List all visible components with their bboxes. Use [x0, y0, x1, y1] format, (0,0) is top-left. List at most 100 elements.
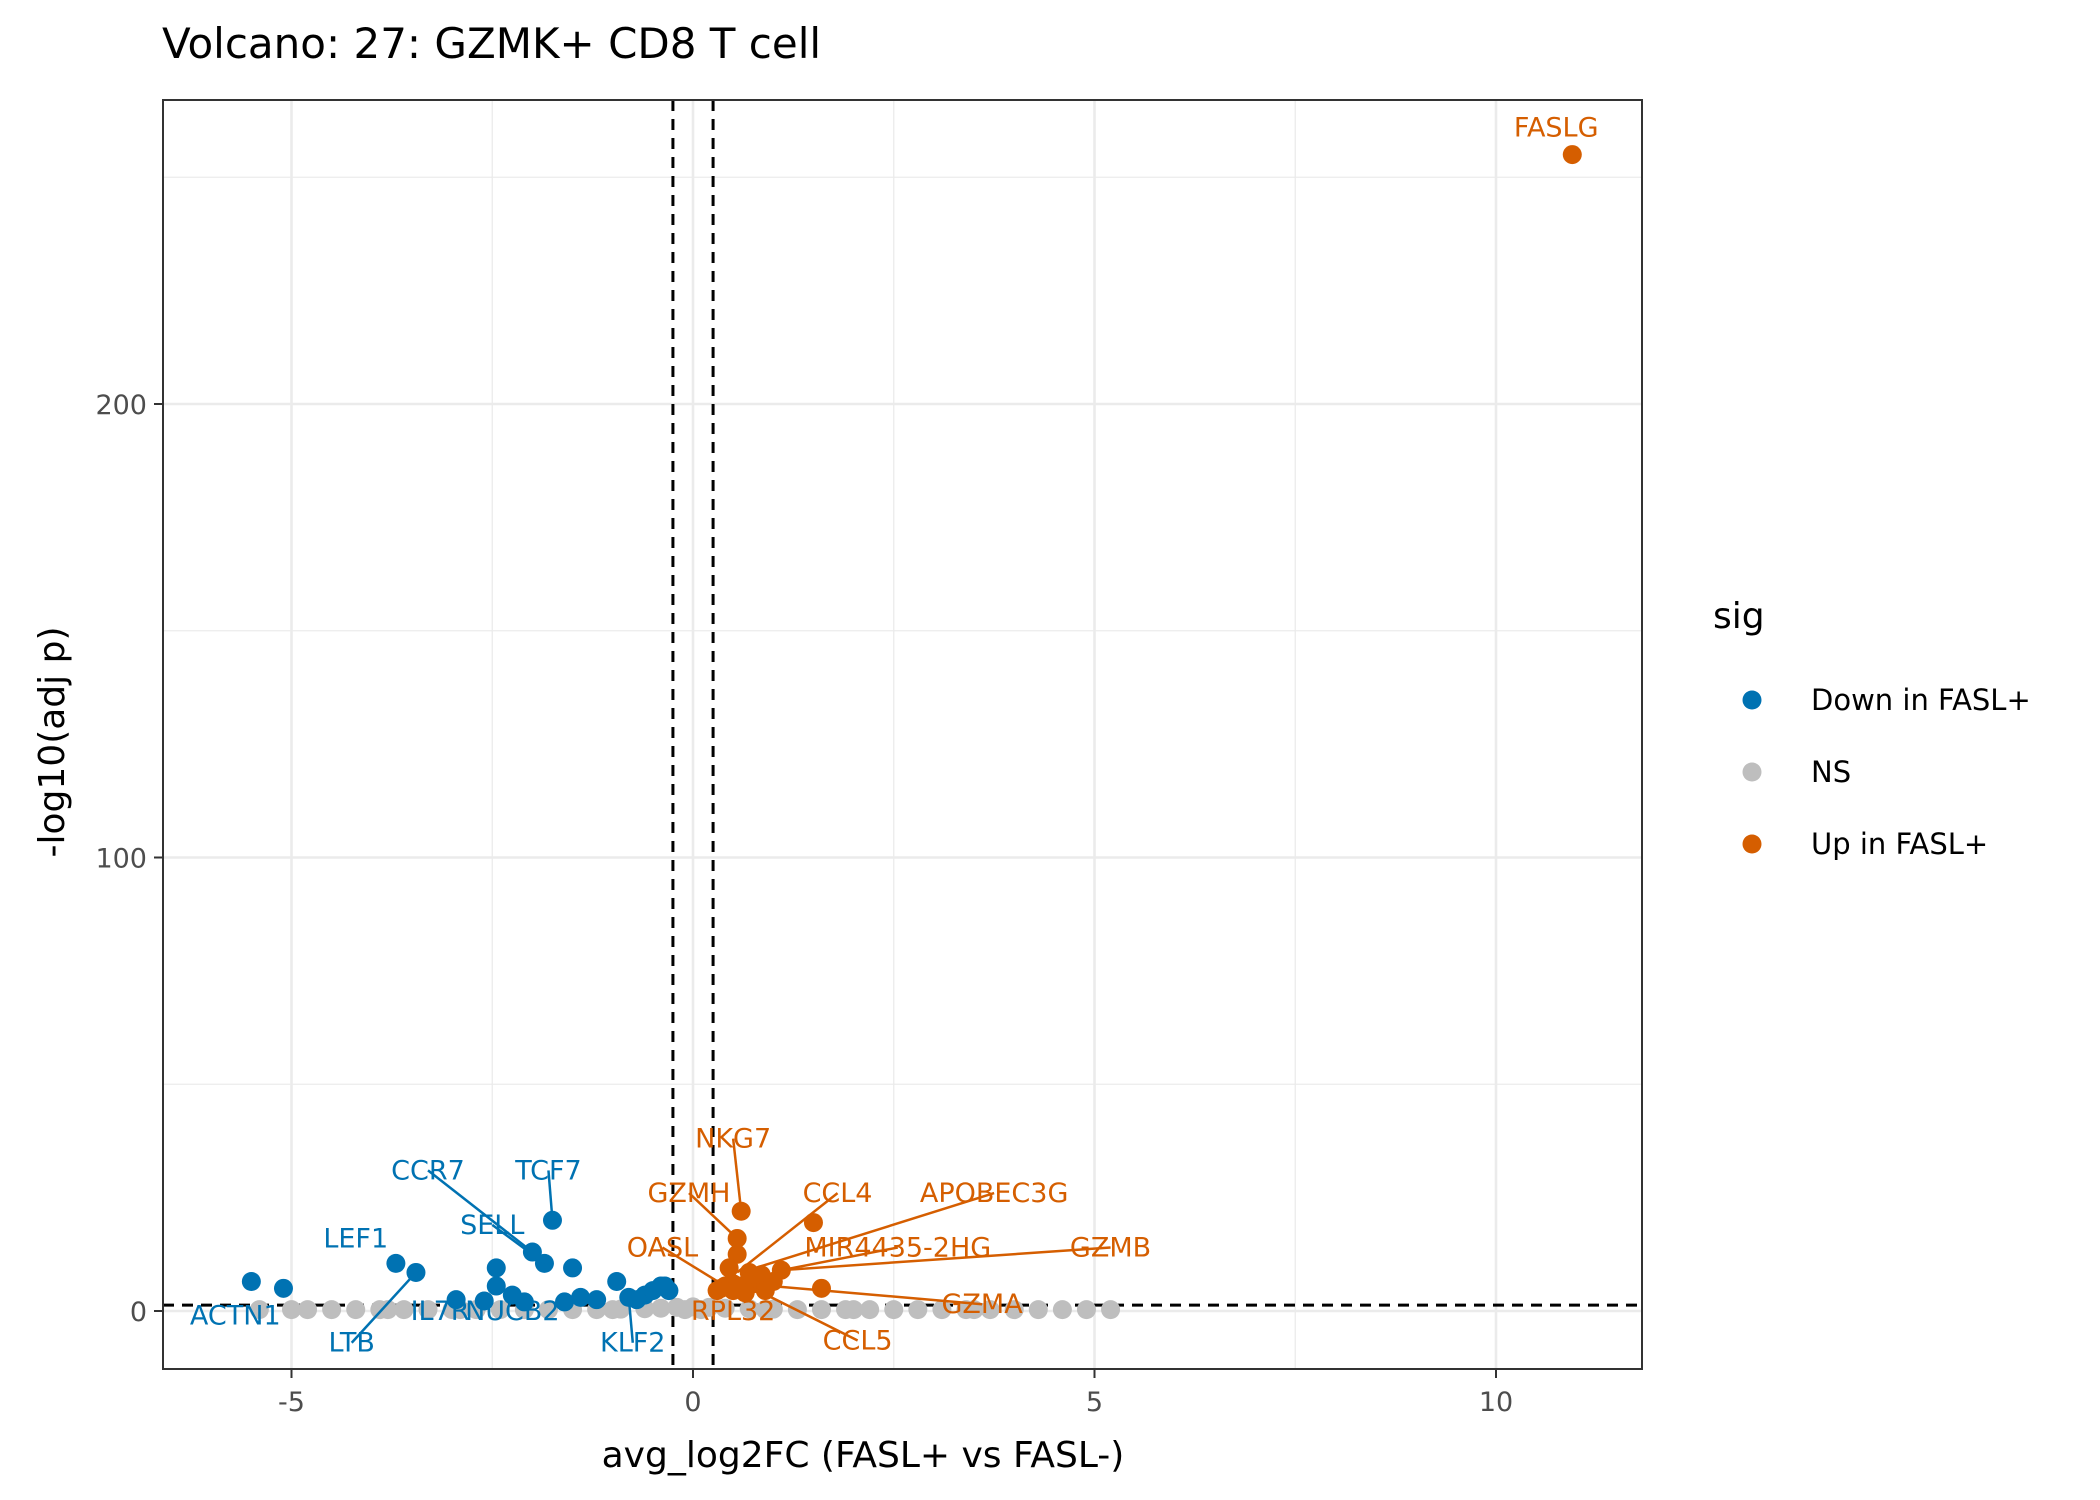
- x-tick-label: 0: [684, 1387, 701, 1418]
- gene-label: CCL4: [803, 1178, 873, 1209]
- gene-label: ACTN1: [190, 1301, 281, 1332]
- down-point: [474, 1291, 494, 1311]
- gene-label: NUCB2: [465, 1296, 560, 1327]
- legend-key-ns: [1742, 762, 1762, 782]
- gene-label: KLF2: [600, 1328, 665, 1359]
- ns-point: [1004, 1300, 1024, 1320]
- grid-lines: [163, 100, 1642, 1369]
- legend: sig Down in FASL+ NS Up in FASL+: [1713, 596, 2031, 861]
- gene-label: GZMH: [647, 1178, 730, 1209]
- gene-label: OASL: [627, 1233, 698, 1264]
- ns-point: [860, 1300, 880, 1320]
- x-axis: -5 0 5 10: [278, 1369, 1513, 1418]
- ns-point: [298, 1300, 318, 1320]
- ns-point: [346, 1300, 366, 1320]
- gene-label: FASLG: [1514, 112, 1599, 143]
- ns-point: [811, 1300, 831, 1320]
- leader-line: [781, 1246, 899, 1272]
- ns-point: [908, 1300, 928, 1320]
- ns-point: [603, 1300, 623, 1320]
- ns-point: [1076, 1300, 1096, 1320]
- gene-label: TCF7: [514, 1155, 581, 1186]
- ns-point: [1052, 1300, 1072, 1320]
- ns-point: [322, 1300, 342, 1320]
- ns-point: [418, 1300, 438, 1320]
- legend-label-ns: NS: [1811, 755, 1851, 789]
- gene-label: LEF1: [323, 1223, 388, 1254]
- gene-label: GZMA: [941, 1289, 1023, 1320]
- ns-point: [844, 1300, 864, 1320]
- leader-line: [547, 1170, 554, 1221]
- down-point: [386, 1253, 406, 1273]
- down-point: [607, 1272, 627, 1292]
- panel-frame: [162, 99, 1643, 1370]
- legend-label-down: Down in FASL+: [1811, 683, 2031, 717]
- leader-line: [427, 1169, 534, 1254]
- y-axis-title: -log10(adj p): [32, 627, 73, 858]
- gene-labels: FASLG NKG7 GZMH CCL4 APOBEC3G OASL MIR4435-2HG…: [190, 112, 1599, 1358]
- gene-label: LTB: [329, 1328, 375, 1359]
- down-point: [659, 1281, 679, 1301]
- legend-title: sig: [1713, 596, 1765, 637]
- label-leader-lines: [350, 1138, 1111, 1344]
- down-point: [555, 1292, 575, 1312]
- gene-label: RPL32: [691, 1296, 775, 1327]
- gene-label: SELL: [460, 1210, 524, 1241]
- gene-label: CCR7: [391, 1155, 465, 1186]
- plot-background: [163, 100, 1642, 1369]
- down-point: [486, 1258, 506, 1278]
- x-tick-label: 10: [1479, 1387, 1513, 1418]
- x-axis-title: avg_log2FC (FASL+ vs FASL-): [602, 1435, 1125, 1476]
- x-tick-label: 5: [1086, 1387, 1103, 1418]
- up-point: [811, 1278, 831, 1298]
- legend-key-down: [1742, 690, 1762, 710]
- legend-label-up: Up in FASL+: [1811, 827, 1988, 861]
- down-point: [514, 1292, 534, 1312]
- ns-point: [980, 1300, 1000, 1320]
- data-points: [241, 145, 1582, 1320]
- leader-line: [731, 1138, 743, 1212]
- panel-border: [162, 99, 1643, 1370]
- up-point: [707, 1281, 727, 1301]
- ns-point: [378, 1300, 398, 1320]
- chart-title: Volcano: 27: GZMK+ CD8 T cell: [162, 19, 821, 68]
- ns-point: [739, 1299, 759, 1319]
- leader-line: [740, 1191, 995, 1274]
- ns-point: [675, 1300, 695, 1320]
- ns-point: [932, 1300, 952, 1320]
- ns-point: [884, 1300, 904, 1320]
- leader-line: [745, 1282, 983, 1306]
- gene-label: NKG7: [695, 1124, 771, 1155]
- ns-point: [538, 1300, 558, 1320]
- ns-point: [394, 1300, 414, 1320]
- leader-line: [781, 1246, 1111, 1272]
- y-tick-label: 0: [130, 1297, 147, 1328]
- gene-label: APOBEC3G: [920, 1178, 1069, 1209]
- plot-panel: [163, 100, 1642, 1369]
- up-point: [1562, 145, 1582, 165]
- ns-point: [651, 1298, 671, 1318]
- ns-point: [282, 1300, 301, 1320]
- up-point: [719, 1258, 739, 1278]
- leader-line: [491, 1223, 546, 1265]
- y-axis: 0 100 200: [95, 390, 163, 1328]
- down-point: [486, 1276, 506, 1296]
- leader-line: [688, 1192, 739, 1240]
- gene-label: IL7R: [411, 1296, 470, 1327]
- leader-line: [350, 1271, 417, 1344]
- down-point: [563, 1258, 583, 1278]
- gene-label: MIR4435-2HG: [804, 1233, 991, 1264]
- ns-point: [249, 1300, 269, 1320]
- gene-label: GZMB: [1070, 1233, 1151, 1264]
- leader-line: [661, 1246, 726, 1288]
- gene-label: CCL5: [823, 1325, 893, 1356]
- leader-line: [627, 1297, 635, 1343]
- down-point: [587, 1290, 607, 1310]
- down-point: [627, 1290, 647, 1310]
- up-point: [735, 1283, 755, 1303]
- down-point: [273, 1278, 293, 1298]
- x-tick-label: -5: [278, 1387, 305, 1418]
- ns-point: [691, 1300, 711, 1320]
- leader-line: [736, 1192, 839, 1274]
